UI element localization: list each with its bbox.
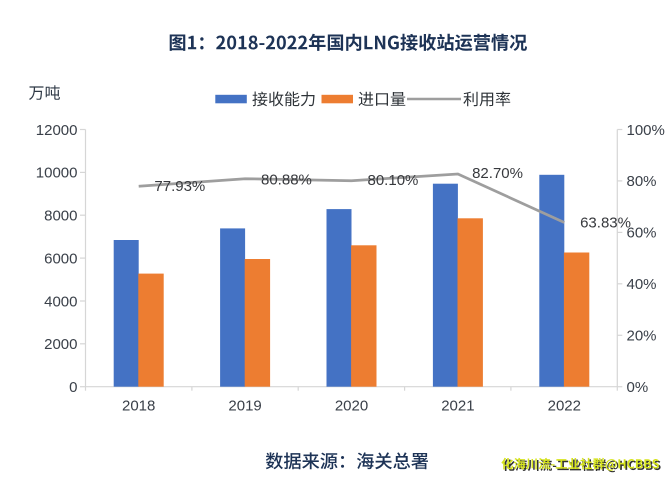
svg-text:10000: 10000 <box>36 165 78 182</box>
svg-text:2019: 2019 <box>228 397 261 414</box>
svg-text:77.93%: 77.93% <box>154 178 205 195</box>
svg-text:80.88%: 80.88% <box>261 172 312 189</box>
svg-text:60%: 60% <box>627 225 657 242</box>
svg-text:2022: 2022 <box>548 397 581 414</box>
svg-text:4000: 4000 <box>44 293 77 310</box>
svg-text:2020: 2020 <box>335 397 368 414</box>
svg-text:0: 0 <box>69 379 77 396</box>
svg-text:2018: 2018 <box>122 397 155 414</box>
svg-text:0%: 0% <box>627 379 649 396</box>
svg-text:6000: 6000 <box>44 250 77 267</box>
svg-text:2000: 2000 <box>44 336 77 353</box>
svg-text:40%: 40% <box>627 276 657 293</box>
svg-text:80%: 80% <box>627 173 657 190</box>
svg-text:63.83%: 63.83% <box>580 215 631 232</box>
svg-text:2021: 2021 <box>441 397 474 414</box>
svg-text:100%: 100% <box>627 122 665 139</box>
svg-text:8000: 8000 <box>44 208 77 225</box>
svg-text:20%: 20% <box>627 328 657 345</box>
svg-text:12000: 12000 <box>36 122 78 139</box>
svg-text:82.70%: 82.70% <box>472 165 523 182</box>
svg-text:80.10%: 80.10% <box>368 172 419 189</box>
